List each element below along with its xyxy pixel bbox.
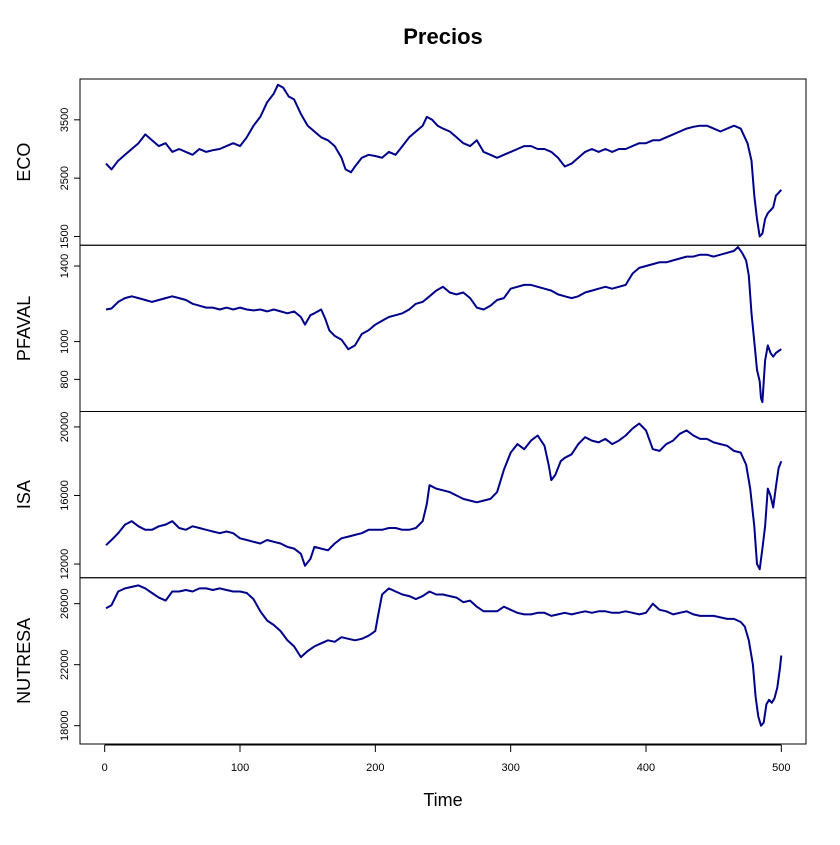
x-axis: 0 100 200 300 400 500 <box>102 744 790 774</box>
x-tick-label: 400 <box>637 762 655 774</box>
panel-pfaval: 800 1000 1400 PFAVAL <box>14 244 807 412</box>
y-tick-label: 800 <box>59 370 71 388</box>
panel-frame <box>79 577 807 745</box>
x-tick-label: 0 <box>102 762 108 774</box>
x-tick-label: 500 <box>772 762 790 774</box>
x-tick-label: 300 <box>501 762 519 774</box>
x-tick-label: 100 <box>231 762 249 774</box>
series-line-pfaval <box>105 246 782 404</box>
y-tick-label: 12000 <box>59 549 71 580</box>
chart-title: Precios <box>403 24 483 49</box>
series-line-eco <box>105 83 783 238</box>
panels: 1500 2500 3500 ECO 800 1000 1400 PFAVAL 12000 160… <box>14 78 807 745</box>
y-tick-label: 16000 <box>59 480 71 511</box>
y-tick-label: 1400 <box>59 254 71 278</box>
panel-frame <box>79 78 807 246</box>
panel-nutresa: 18000 22000 26000 NUTRESA <box>14 577 807 745</box>
y-tick-label: 3500 <box>59 108 71 132</box>
x-axis-label: Time <box>423 790 462 810</box>
y-axis-label: ECO <box>14 143 34 182</box>
y-axis-label: NUTRESA <box>14 618 34 704</box>
series-line-isa <box>105 422 783 571</box>
y-tick-label: 18000 <box>59 710 71 741</box>
y-axis-label: ISA <box>14 480 34 509</box>
y-tick-label: 1000 <box>59 329 71 353</box>
y-tick-label: 26000 <box>59 588 71 619</box>
y-tick-label: 22000 <box>59 649 71 680</box>
y-axis-label: PFAVAL <box>14 296 34 361</box>
series-line-nutresa <box>105 584 783 727</box>
y-tick-label: 1500 <box>59 224 71 248</box>
panel-eco: 1500 2500 3500 ECO <box>14 78 807 249</box>
y-tick-label: 20000 <box>59 412 71 443</box>
x-tick-label: 200 <box>366 762 384 774</box>
panel-isa: 12000 16000 20000 ISA <box>14 411 807 580</box>
panel-frame <box>79 244 807 412</box>
y-tick-label: 2500 <box>59 166 71 190</box>
